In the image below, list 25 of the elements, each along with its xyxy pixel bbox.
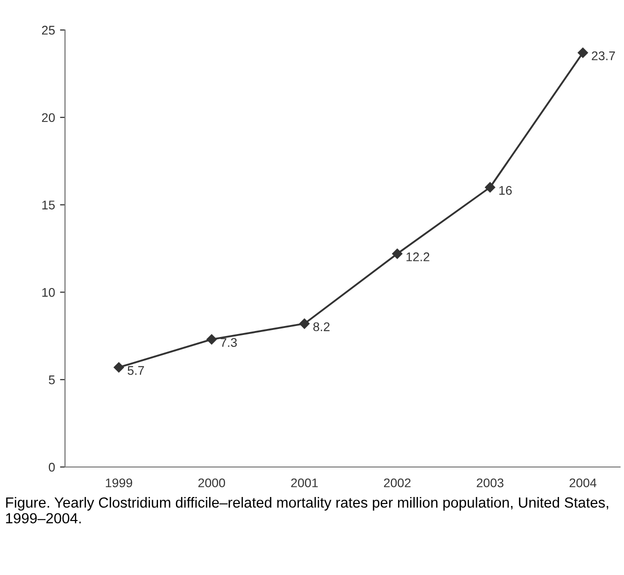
y-tick-label: 0 <box>48 462 55 472</box>
point <box>484 182 496 192</box>
x-tick-label: 2003 <box>476 478 504 488</box>
point <box>392 248 402 259</box>
x-tick-label: 2004 <box>570 478 596 488</box>
y-tick-label: 10 <box>42 288 55 297</box>
data-label: 8.2 <box>313 322 330 332</box>
y-tick-label: 20 <box>42 113 55 122</box>
point <box>299 318 310 329</box>
point <box>206 334 217 345</box>
data-label: 23.7 <box>592 51 615 60</box>
y-tick-label: 5 <box>48 376 55 384</box>
x-tick-label: 2000 <box>198 478 226 488</box>
y-tick-label: 25 <box>42 26 55 35</box>
point <box>578 48 588 58</box>
y-tick-label: 15 <box>42 200 55 210</box>
data-label: 7.3 <box>220 338 237 347</box>
text: Figure. Yearly Clostridium difficile–related mortality rates per million population, United States, 1999–2004. <box>6 497 608 524</box>
point <box>114 362 124 372</box>
data-label: 16 <box>499 186 512 195</box>
data-label: 5.7 <box>128 366 144 375</box>
data-label: 12.2 <box>406 252 430 262</box>
x-tick-label: 1999 <box>106 478 132 488</box>
x-tick-label: 2001 <box>291 478 318 488</box>
x-tick-label: 2002 <box>384 478 411 488</box>
